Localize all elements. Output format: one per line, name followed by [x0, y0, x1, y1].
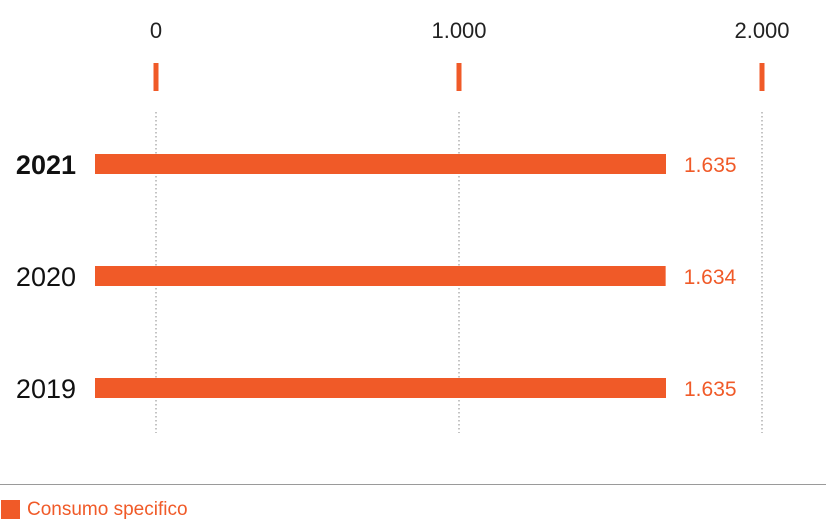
x-tick-label: 2.000 [734, 18, 789, 43]
value-label-2019: 1.635 [684, 378, 737, 401]
legend-swatch [1, 500, 20, 519]
x-tick-mark [153, 63, 159, 91]
category-label-2021: 2021 [16, 150, 76, 180]
legend-label: Consumo specifico [27, 500, 188, 519]
x-tick-label: 1.000 [431, 18, 486, 43]
category-label-2019: 2019 [16, 374, 76, 404]
x-tick-mark [456, 63, 462, 91]
legend-divider [0, 484, 826, 485]
x-tick-label: 0 [150, 18, 162, 43]
bar-2020 [95, 266, 666, 286]
value-label-2020: 1.634 [684, 266, 737, 289]
x-tick-mark [759, 63, 765, 91]
bar-2019 [95, 378, 666, 398]
category-label-2020: 2020 [16, 262, 76, 292]
bar-2021 [95, 154, 666, 174]
legend: Consumo specifico [0, 500, 188, 519]
value-label-2021: 1.635 [684, 154, 737, 177]
